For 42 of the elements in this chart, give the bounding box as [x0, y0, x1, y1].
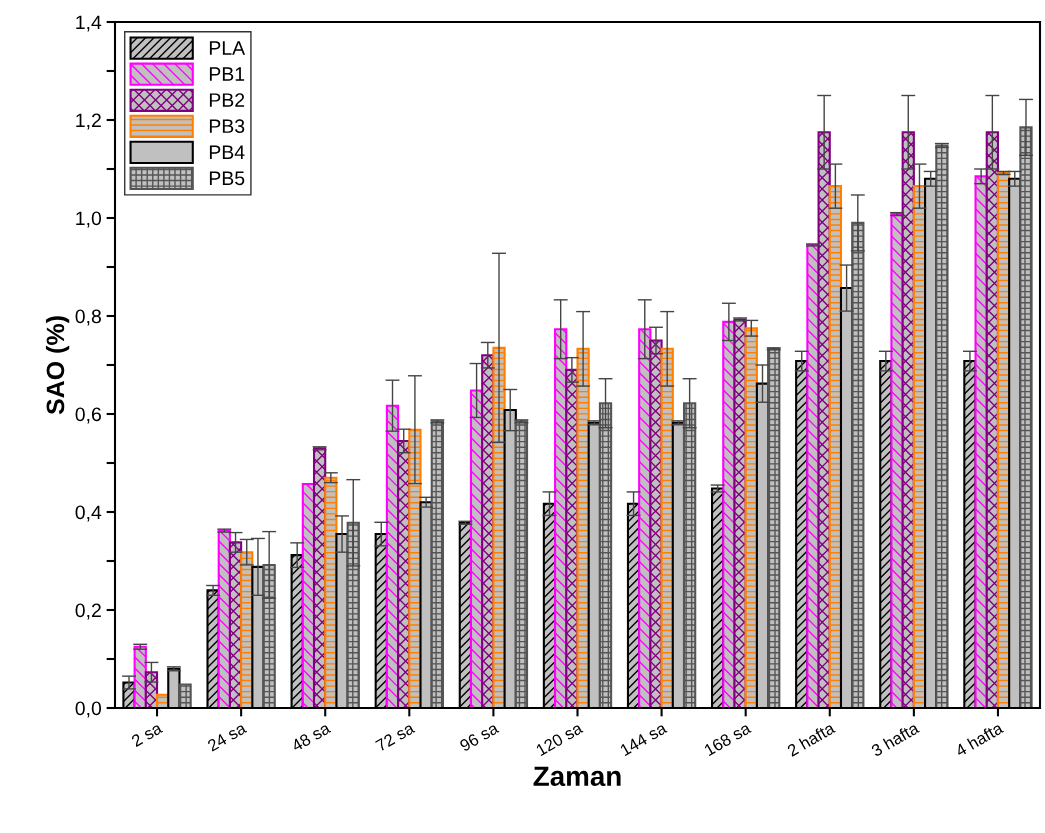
- x-tick-label: 168 sa: [703, 721, 752, 757]
- bar: [935, 144, 949, 708]
- x-tick-label: 2 sa: [130, 721, 164, 748]
- x-tick-label: 24 sa: [206, 721, 248, 752]
- legend-label: PB2: [209, 93, 245, 107]
- bar: [576, 347, 590, 708]
- x-tick-label: 144 sa: [619, 721, 668, 757]
- x-tick-label: 4 hafta: [954, 721, 1005, 758]
- legend-label: PB1: [209, 67, 245, 81]
- bar: [178, 683, 192, 708]
- y-tick-label: 1,0: [76, 211, 102, 228]
- bar: [430, 420, 444, 708]
- bar: [514, 420, 529, 708]
- y-tick-label: 0,0: [75, 701, 102, 718]
- x-tick-label: 96 sa: [459, 721, 500, 752]
- legend-label: PB4: [209, 145, 245, 159]
- bar: [733, 318, 747, 708]
- bar: [682, 402, 697, 708]
- x-tick-label: 3 hafta: [870, 721, 920, 757]
- y-axis-title: SAO (%): [45, 316, 70, 415]
- bar: [1019, 126, 1033, 708]
- y-tick-label: 0,4: [75, 505, 102, 522]
- bar: [851, 221, 865, 708]
- x-tick-label: 48 sa: [290, 721, 332, 752]
- bar: [890, 213, 904, 708]
- x-tick-label: 120 sa: [535, 721, 584, 757]
- bar: [262, 563, 276, 708]
- bar: [598, 402, 613, 708]
- bar: [974, 175, 988, 708]
- y-tick-label: 0,2: [75, 603, 101, 620]
- y-tick-label: 0,8: [75, 309, 101, 326]
- x-axis-title: Zaman: [533, 766, 621, 787]
- bar: [649, 339, 663, 708]
- legend-label: PLA: [209, 41, 246, 55]
- x-tick-label: 2 hafta: [786, 721, 836, 757]
- x-tick-label: 72 sa: [374, 721, 416, 752]
- y-tick-label: 1,4: [76, 15, 102, 32]
- bar: [346, 521, 360, 708]
- y-tick-label: 1,2: [76, 113, 101, 130]
- y-tick-label: 0,6: [75, 407, 101, 424]
- legend-label: PB3: [209, 119, 245, 134]
- legend-label: PB5: [209, 171, 245, 186]
